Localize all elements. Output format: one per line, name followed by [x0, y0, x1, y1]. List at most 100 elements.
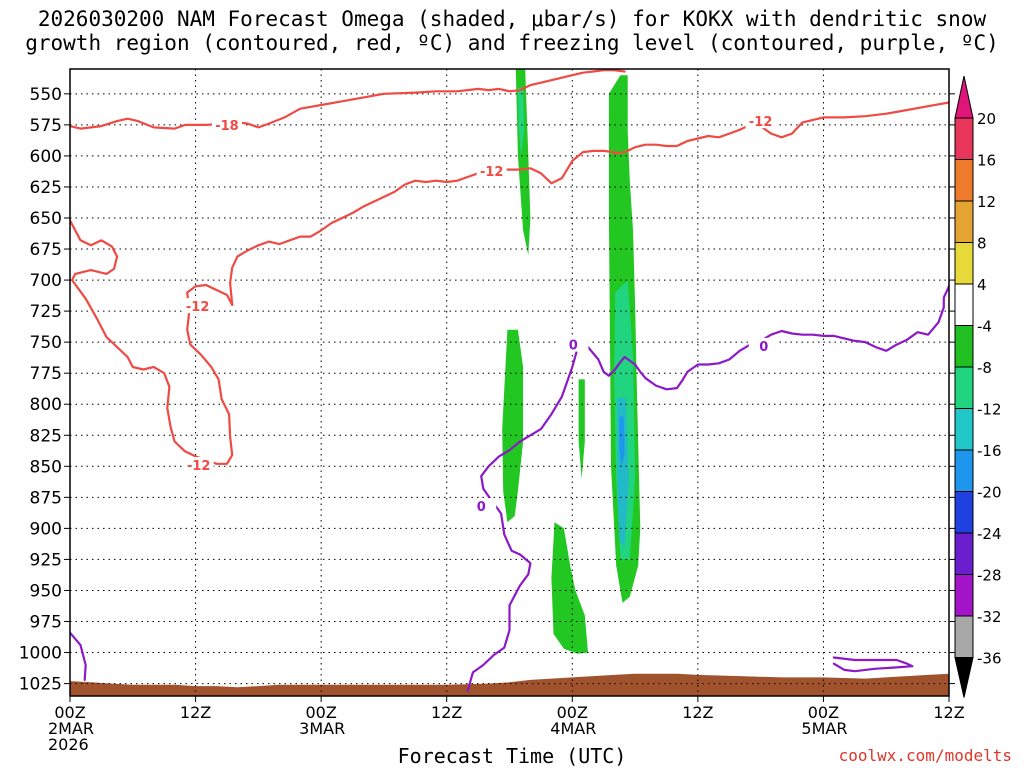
contour-label: 0: [477, 500, 486, 515]
omega-region-weak: [502, 329, 524, 523]
x-tick-label: 2026: [48, 735, 89, 754]
y-tick-label: 650: [30, 209, 62, 229]
y-tick-label: 825: [30, 426, 62, 446]
contour-label-bg: [745, 113, 776, 129]
contour-label-bg: [183, 457, 214, 473]
x-tick-label: 12Z: [180, 703, 211, 722]
y-axis: 550 575 600 625 650 675 700 725 750 775 800 825 850 8…: [19, 85, 955, 695]
y-tick-label: 1025: [19, 675, 62, 695]
colorbar-box: [954, 200, 974, 243]
colorbar-box: [954, 242, 974, 285]
omega-region-mid: [517, 87, 525, 156]
dgz-minus18-contour: [613, 101, 949, 155]
colorbar-label: -32: [977, 608, 1002, 626]
y-tick-label: 950: [30, 581, 62, 601]
colorbar-box: [954, 449, 974, 492]
y-tick-label: 725: [30, 302, 62, 322]
x-tick-label: 12Z: [431, 703, 462, 722]
dgz-minus18-contour: [70, 69, 626, 130]
omega-region-core: [619, 416, 625, 467]
omega-region-weak: [578, 379, 585, 479]
colorbar-label: 16: [977, 152, 996, 170]
contour-label: -12: [187, 459, 211, 474]
colorbar-label: 20: [977, 110, 996, 128]
x-tick-label: 12Z: [933, 703, 964, 722]
contour-label: -12: [480, 165, 504, 180]
y-tick-label: 975: [30, 613, 62, 633]
colorbar-box: [954, 325, 974, 368]
colorbar-label: -24: [977, 525, 1002, 543]
colorbar-box: [954, 491, 974, 534]
y-tick-label: 1000: [19, 644, 62, 664]
colorbar-label: 4: [977, 276, 987, 294]
colorbar-label: -16: [977, 442, 1002, 460]
colorbar: 20 16 12 8 4 -4 -8 -12 -16 -20 -24 -28 -32 -36: [954, 75, 1002, 698]
y-tick-label: 775: [30, 364, 62, 384]
x-tick-label: 00Z: [305, 703, 336, 722]
contour-label: -18: [215, 119, 239, 134]
contour-label-bg: [211, 116, 242, 132]
plot-frame: [69, 68, 950, 697]
x-tick-label: 00Z: [808, 703, 839, 722]
colorbar-box: [954, 532, 974, 575]
x-tick-label: 5MAR: [801, 719, 847, 738]
y-tick-label: 675: [30, 240, 62, 260]
contour-label: 0: [569, 339, 578, 354]
colorbar-box: [954, 117, 974, 160]
colorbar-box: [954, 615, 974, 658]
y-tick-label: 750: [30, 333, 62, 353]
x-tick-label: 00Z: [557, 703, 588, 722]
contour-label-bg: [466, 498, 497, 514]
x-tick-label: 4MAR: [550, 719, 596, 738]
dgz-minus12-contour: [70, 219, 208, 462]
colorbar-bottom-arrow: [954, 657, 974, 698]
x-tick-label: 12Z: [682, 703, 713, 722]
contour-label-bg: [476, 162, 507, 178]
contour-label: -12: [749, 115, 773, 130]
colorbar-label: 8: [977, 235, 987, 253]
colorbar-label: -12: [977, 401, 1002, 419]
x-tick-label: 3MAR: [299, 719, 345, 738]
contour-layer: -18 -12 -12 -12 -12 0 0 0: [70, 69, 949, 693]
x-tick-label: 00Z: [54, 703, 85, 722]
colorbar-label: -28: [977, 567, 1002, 585]
contour-label-bg: [558, 336, 589, 352]
y-tick-label: 900: [30, 519, 62, 539]
colorbar-box: [954, 159, 974, 202]
y-tick-label: 850: [30, 457, 62, 477]
contour-label: 0: [759, 340, 768, 355]
colorbar-box: [954, 366, 974, 409]
colorbar-label: -36: [977, 650, 1002, 668]
grid-lines: [70, 69, 949, 696]
colorbar-box: [954, 574, 974, 617]
x-axis-title: Forecast Time (UTC): [397, 744, 627, 768]
colorbar-label: -8: [977, 359, 992, 377]
colorbar-top-arrow: [954, 75, 974, 119]
freezing-level-contour: [70, 631, 87, 681]
y-tick-label: 550: [30, 85, 62, 105]
colorbar-label: -4: [977, 318, 992, 336]
x-tick-label: 2MAR: [48, 719, 94, 738]
y-tick-label: 575: [30, 116, 62, 136]
dgz-minus12-contour: [229, 149, 616, 306]
y-tick-label: 700: [30, 271, 62, 291]
contour-label-bg: [748, 337, 779, 353]
colorbar-label: -20: [977, 484, 1002, 502]
dgz-minus12-contour: [186, 283, 234, 465]
y-tick-label: 800: [30, 395, 62, 415]
chart-title-line-1: 2026030200 NAM Forecast Omega (shaded, μ…: [37, 7, 987, 31]
colorbar-box: [954, 283, 974, 326]
contour-label-bg: [182, 298, 213, 314]
source-credit: coolwx.com/modelts: [838, 746, 1012, 765]
contour-label: -12: [186, 300, 210, 315]
plot-area: [70, 69, 949, 696]
y-tick-label: 600: [30, 147, 62, 167]
freezing-level-contour: [466, 280, 949, 693]
chart-title-line-2: growth region (contoured, red, ºC) and f…: [25, 31, 999, 55]
omega-region-weak: [551, 522, 588, 654]
colorbar-box: [954, 408, 974, 451]
y-tick-label: 875: [30, 488, 62, 508]
terrain: [70, 673, 949, 696]
